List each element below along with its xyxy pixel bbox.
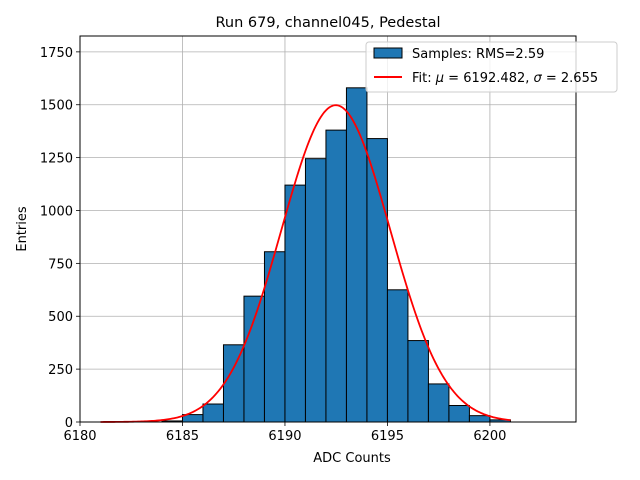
y-tick-label: 1000 <box>40 204 73 219</box>
histogram-bar <box>325 129 347 423</box>
y-tick-label: 1750 <box>40 46 73 61</box>
histogram-bar <box>407 340 429 423</box>
x-tick-label: 6180 <box>63 429 96 444</box>
x-tick-label: 6185 <box>166 429 199 444</box>
fit-curve-group <box>100 104 511 423</box>
histogram-bars <box>161 87 511 423</box>
x-tick-label: 6200 <box>473 429 506 444</box>
legend-box <box>365 41 618 93</box>
histogram-bar <box>222 344 245 423</box>
y-tick-label: 1250 <box>40 152 73 167</box>
y-axis-label: Entries <box>15 206 30 252</box>
histogram-bar <box>448 405 470 423</box>
x-tick-label: 6195 <box>371 429 404 444</box>
histogram-bar <box>345 87 368 423</box>
plot-frame <box>79 35 577 423</box>
y-tick-label: 1500 <box>40 99 73 114</box>
legend: Samples: RMS=2.59 Fit: μ = 6192.482, σ =… <box>365 41 618 93</box>
histogram-bar <box>284 184 306 423</box>
histogram-bar <box>304 158 327 423</box>
chart-title: Run 679, channel045, Pedestal <box>215 15 440 31</box>
x-axis-ticks: 6180 6185 6190 6195 6200 <box>63 422 506 444</box>
y-tick-label: 500 <box>48 310 73 325</box>
legend-label-samples: Samples: RMS=2.59 <box>412 47 544 62</box>
y-tick-label: 0 <box>65 416 73 431</box>
y-axis-ticks: 0 250 500 750 1000 1250 1500 1750 <box>40 46 80 431</box>
histogram-bar <box>243 295 265 423</box>
legend-swatch-samples <box>373 47 403 59</box>
x-tick-label: 6190 <box>268 429 301 444</box>
histogram-bar <box>386 289 409 423</box>
y-tick-label: 750 <box>48 257 73 272</box>
gaussian-fit-curve <box>100 104 511 423</box>
legend-label-fit: Fit: μ = 6192.482, σ = 2.655 <box>412 71 598 86</box>
y-tick-label: 250 <box>48 363 73 378</box>
histogram-bar <box>468 415 491 423</box>
x-axis-label: ADC Counts <box>313 451 391 466</box>
histogram-bar <box>366 138 388 423</box>
histogram-bar <box>427 383 450 423</box>
histogram-bar <box>202 403 224 423</box>
